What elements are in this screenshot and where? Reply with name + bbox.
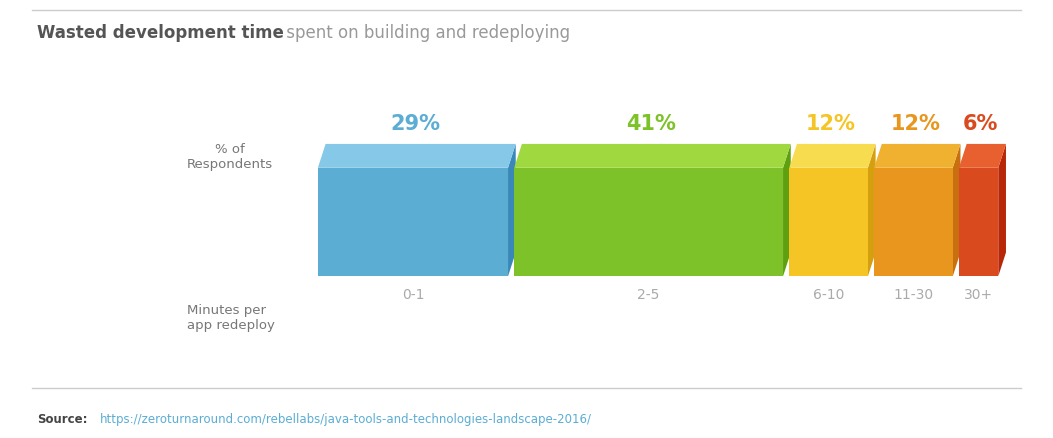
Text: 12%: 12%: [891, 114, 940, 134]
Text: Minutes per
app redeploy: Minutes per app redeploy: [186, 304, 275, 332]
Text: 11-30: 11-30: [893, 287, 933, 301]
Polygon shape: [783, 145, 791, 277]
Text: Wasted development time: Wasted development time: [37, 24, 283, 42]
Text: 30+: 30+: [965, 287, 993, 301]
Polygon shape: [953, 145, 960, 277]
Text: % of
Respondents: % of Respondents: [186, 142, 273, 170]
Polygon shape: [508, 145, 516, 277]
Polygon shape: [789, 145, 876, 168]
Polygon shape: [868, 145, 876, 277]
Polygon shape: [789, 168, 868, 277]
Polygon shape: [959, 145, 1006, 168]
Text: 0-1: 0-1: [401, 287, 424, 301]
Text: 12%: 12%: [806, 114, 856, 134]
Polygon shape: [318, 145, 516, 168]
Text: https://zeroturnaround.com/rebellabs/java-tools-and-technologies-landscape-2016/: https://zeroturnaround.com/rebellabs/jav…: [100, 412, 592, 425]
Text: 2-5: 2-5: [637, 287, 660, 301]
Polygon shape: [514, 168, 783, 277]
Text: 29%: 29%: [391, 114, 440, 134]
Text: 41%: 41%: [625, 114, 676, 134]
Text: 6-10: 6-10: [813, 287, 845, 301]
Polygon shape: [318, 168, 508, 277]
Text: spent on building and redeploying: spent on building and redeploying: [281, 24, 571, 42]
Polygon shape: [514, 145, 791, 168]
Polygon shape: [959, 168, 998, 277]
Polygon shape: [874, 145, 960, 168]
Polygon shape: [874, 168, 953, 277]
Text: 6%: 6%: [963, 114, 998, 134]
Text: Source:: Source:: [37, 412, 87, 425]
Polygon shape: [998, 145, 1006, 277]
